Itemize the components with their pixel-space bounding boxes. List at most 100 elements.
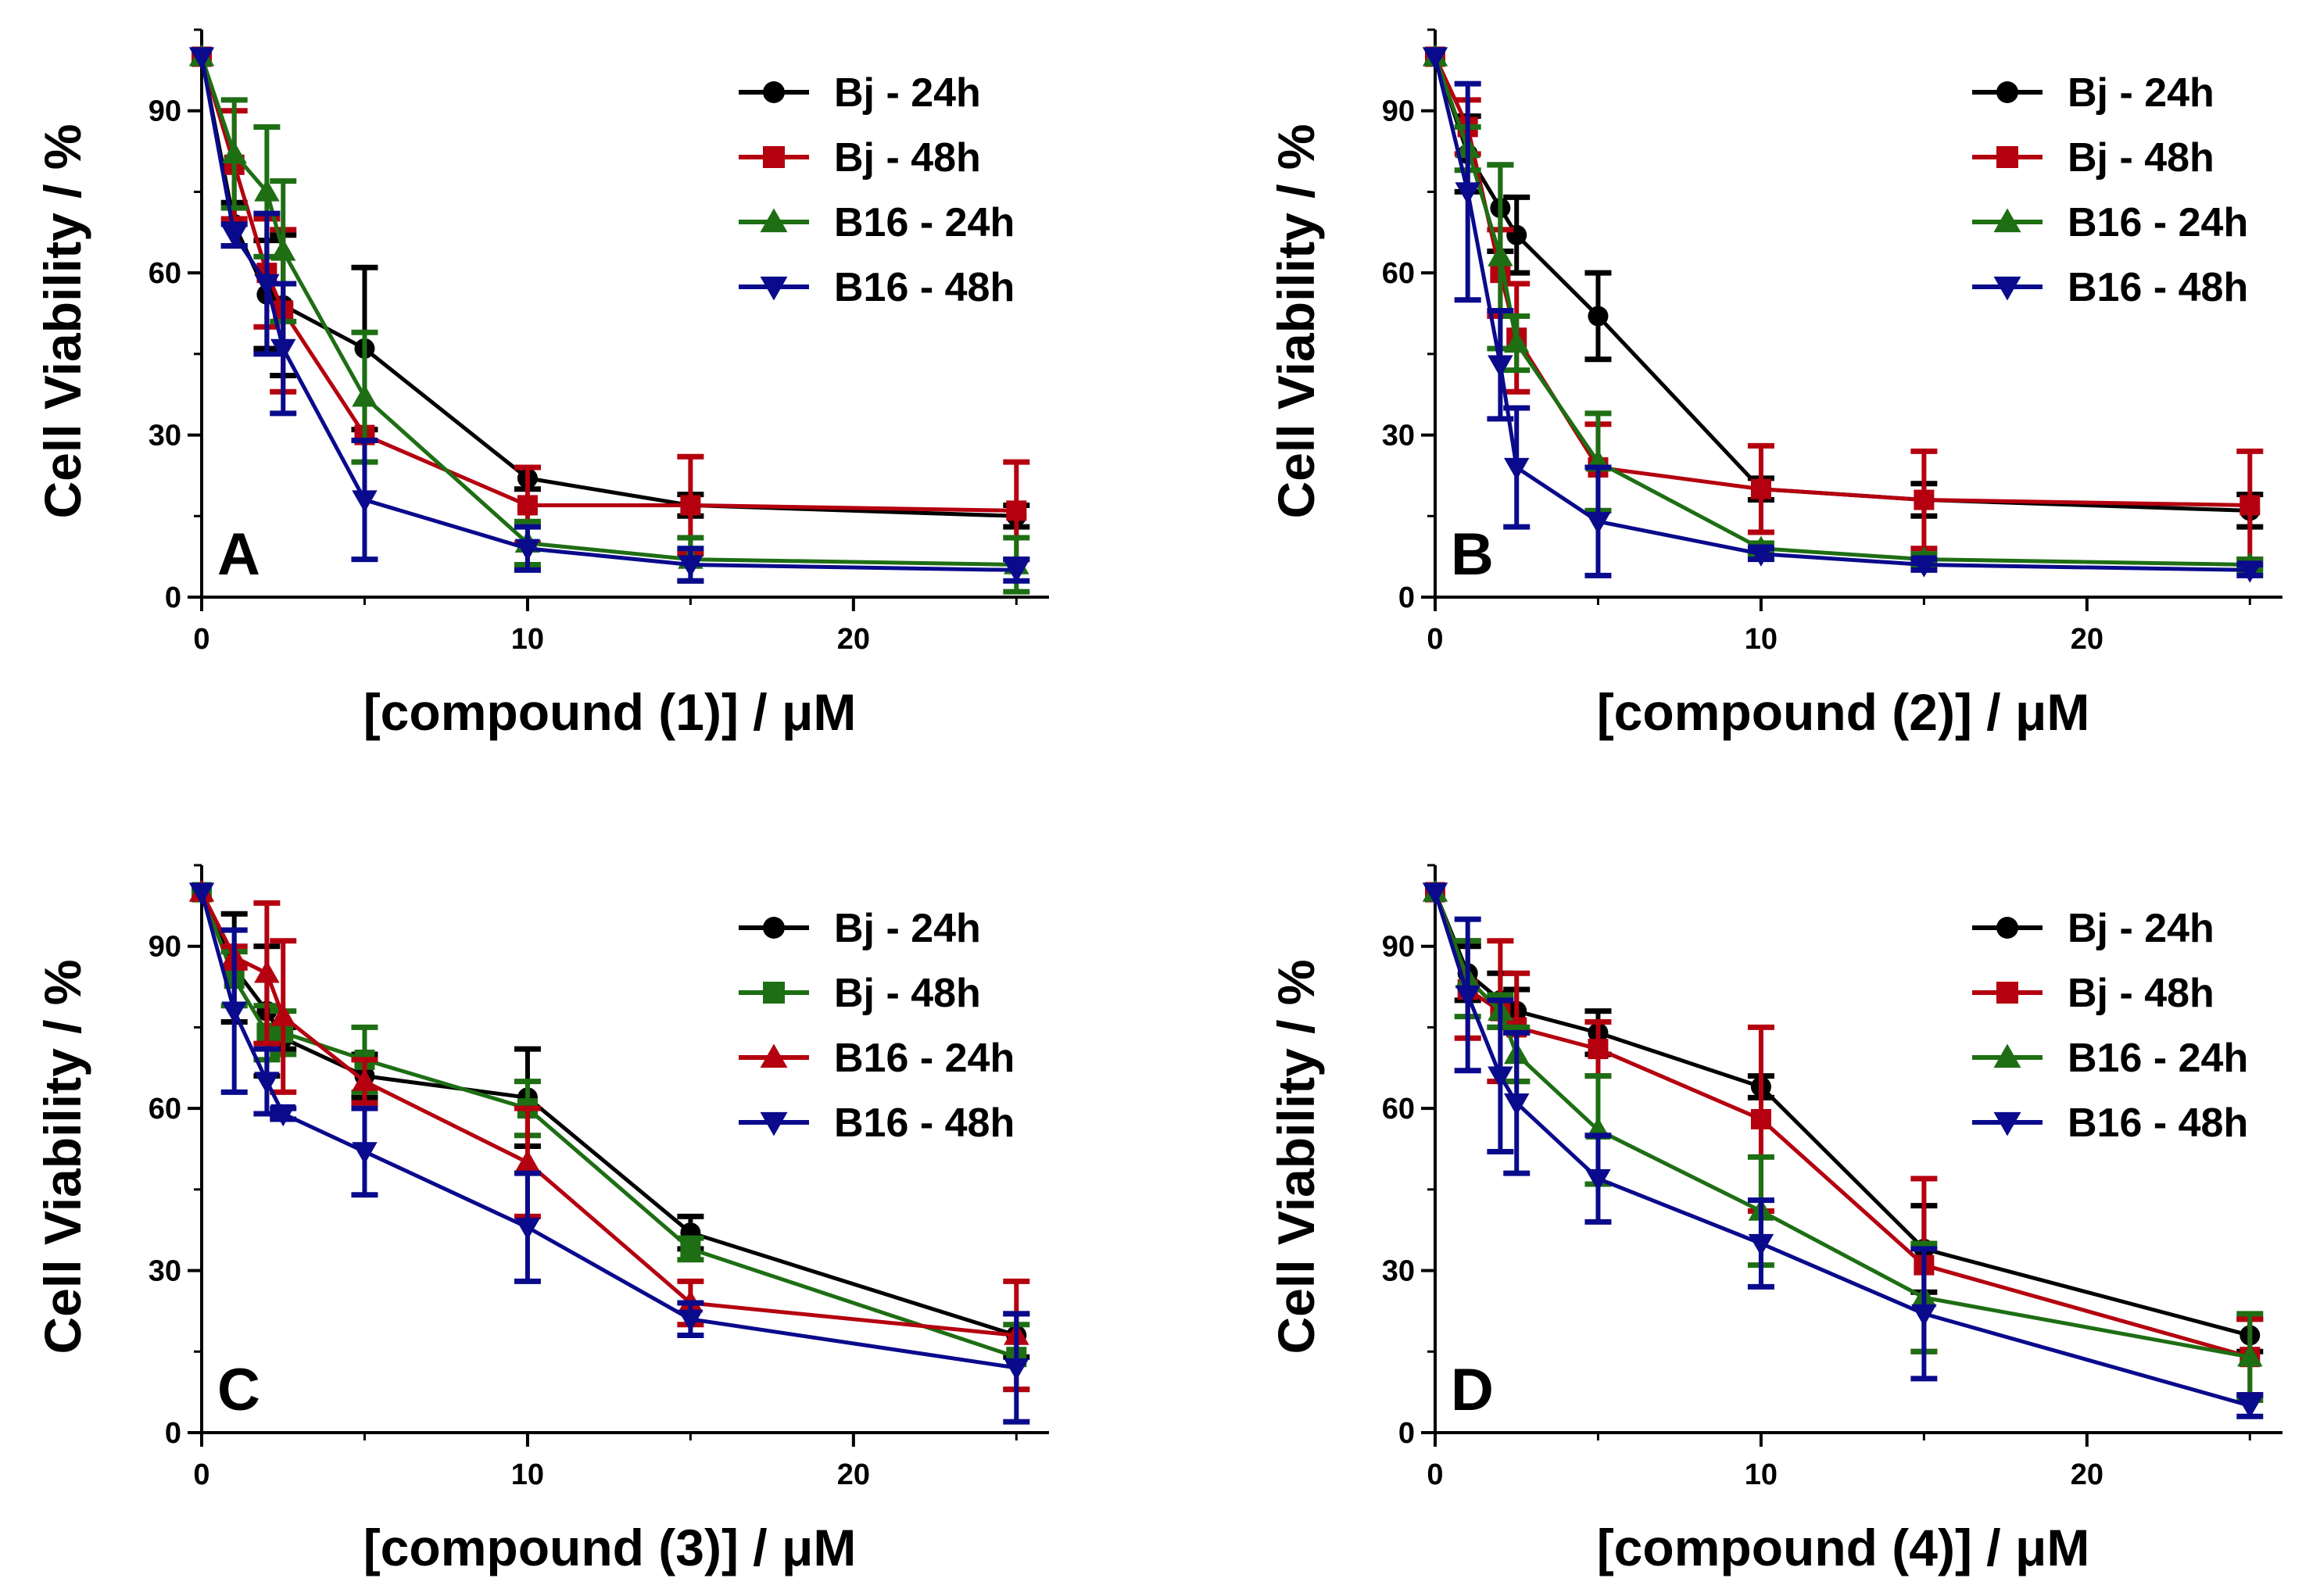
legend-marker bbox=[763, 81, 785, 103]
legend-marker bbox=[763, 146, 785, 168]
series-line bbox=[199, 55, 1017, 567]
data-point bbox=[352, 1142, 378, 1165]
data-point bbox=[514, 1218, 541, 1240]
x-tick-label: 10 bbox=[511, 623, 544, 656]
legend-label: Bj - 24h bbox=[834, 70, 981, 116]
y-tick-label: 90 bbox=[1382, 931, 1415, 964]
data-point bbox=[1503, 457, 1530, 481]
legend-label: Bj - 48h bbox=[2068, 971, 2214, 1016]
data-point bbox=[680, 495, 701, 516]
series-b16-48h bbox=[188, 882, 1030, 1425]
legend-label: B16 - 24h bbox=[2068, 200, 2248, 245]
data-point bbox=[1004, 1358, 1029, 1381]
x-tick-label: 0 bbox=[193, 623, 209, 656]
data-point bbox=[1488, 1066, 1513, 1089]
series-line bbox=[1433, 55, 2250, 567]
y-tick-label: 60 bbox=[1382, 1093, 1415, 1125]
legend-label: Bj - 24h bbox=[834, 906, 981, 951]
data-point bbox=[517, 495, 538, 516]
data-point bbox=[352, 1068, 378, 1091]
data-point bbox=[1585, 512, 1611, 535]
legend-marker bbox=[1993, 1043, 2021, 1068]
x-tick-label: 10 bbox=[1745, 623, 1778, 656]
y-tick-label: 90 bbox=[149, 95, 181, 128]
panel-label: D bbox=[1451, 1357, 1494, 1423]
data-point bbox=[1455, 985, 1480, 1008]
x-tick-label: 0 bbox=[1427, 623, 1443, 656]
legend-marker bbox=[1996, 81, 2018, 103]
data-point bbox=[270, 1104, 296, 1127]
series-line bbox=[199, 55, 1017, 513]
legend-label: B16 - 24h bbox=[834, 1036, 1015, 1081]
series-b16-48h bbox=[1422, 882, 2264, 1419]
data-point bbox=[1911, 1304, 1937, 1327]
y-tick-label: 0 bbox=[1398, 1417, 1415, 1450]
data-point bbox=[270, 1004, 296, 1026]
y-tick-label: 60 bbox=[149, 1093, 181, 1125]
legend-marker bbox=[760, 276, 788, 301]
legend-marker bbox=[763, 982, 785, 1004]
data-point bbox=[254, 179, 280, 202]
data-point bbox=[1422, 882, 1448, 905]
y-axis-title: Cell Viability / % bbox=[1267, 960, 1325, 1354]
data-point bbox=[254, 1072, 280, 1094]
y-tick-label: 90 bbox=[1382, 95, 1415, 128]
legend-label: B16 - 24h bbox=[2068, 1036, 2248, 1081]
data-point bbox=[221, 1001, 247, 1024]
x-tick-label: 20 bbox=[2071, 623, 2103, 656]
data-point bbox=[678, 1309, 704, 1333]
series-line bbox=[199, 56, 1017, 572]
data-point bbox=[1004, 560, 1029, 583]
data-point bbox=[270, 238, 296, 261]
legend-label: Bj - 48h bbox=[2068, 135, 2214, 181]
y-tick-label: 60 bbox=[1382, 257, 1415, 290]
data-point bbox=[1006, 500, 1027, 521]
panel-label: A bbox=[217, 521, 260, 588]
data-point bbox=[1488, 355, 1513, 378]
x-tick-label: 20 bbox=[837, 1458, 870, 1491]
panel-label: B bbox=[1451, 521, 1494, 588]
data-point bbox=[680, 1238, 701, 1259]
legend-label: B16 - 48h bbox=[2068, 1100, 2248, 1146]
y-tick-label: 30 bbox=[1382, 420, 1415, 453]
y-tick-label: 30 bbox=[1382, 1255, 1415, 1288]
data-point bbox=[1750, 1108, 1771, 1129]
y-tick-label: 0 bbox=[165, 582, 181, 614]
data-point bbox=[1588, 1039, 1609, 1060]
legend-label: Bj - 24h bbox=[2068, 70, 2214, 116]
data-point bbox=[1585, 1168, 1611, 1192]
series-line bbox=[199, 891, 1017, 1370]
legend-marker bbox=[760, 1111, 788, 1136]
data-point bbox=[514, 1150, 541, 1172]
data-point bbox=[221, 141, 247, 164]
data-point bbox=[1488, 244, 1513, 267]
data-point bbox=[2237, 560, 2263, 583]
x-tick-label: 10 bbox=[511, 1458, 544, 1491]
chart-panel-b: 0 30 60 90 0 10 20 [compound (2)] / μM Cell Viab… bbox=[1267, 28, 2282, 741]
data-point bbox=[352, 384, 378, 407]
data-point bbox=[188, 47, 215, 70]
legend-marker bbox=[1996, 982, 2018, 1004]
legend-label: Bj - 24h bbox=[2068, 906, 2214, 951]
x-axis-title: [compound (1)] / μM bbox=[363, 683, 857, 741]
data-point bbox=[1750, 478, 1771, 499]
chart-panel-d: 0 30 60 90 0 10 20 [compound (4)] / μM Cell Viab… bbox=[1267, 864, 2282, 1576]
y-tick-label: 30 bbox=[149, 1255, 181, 1288]
x-axis-title: [compound (4)] / μM bbox=[1597, 1519, 2090, 1576]
data-point bbox=[1422, 47, 1448, 70]
series-b16-48h bbox=[188, 47, 1030, 584]
y-tick-label: 30 bbox=[149, 420, 181, 453]
data-point bbox=[1588, 306, 1609, 327]
legend-marker bbox=[763, 917, 785, 939]
x-axis-title: [compound (3)] / μM bbox=[363, 1519, 857, 1576]
data-point bbox=[254, 961, 280, 983]
legend-marker bbox=[1993, 1111, 2021, 1136]
legend-label: B16 - 48h bbox=[834, 1100, 1015, 1146]
panel-label: C bbox=[217, 1357, 260, 1423]
legend-marker bbox=[1993, 276, 2021, 301]
y-tick-label: 0 bbox=[1398, 582, 1415, 614]
y-tick-label: 0 bbox=[165, 1417, 181, 1450]
series-line bbox=[1433, 55, 2250, 572]
legend-marker bbox=[760, 208, 788, 233]
